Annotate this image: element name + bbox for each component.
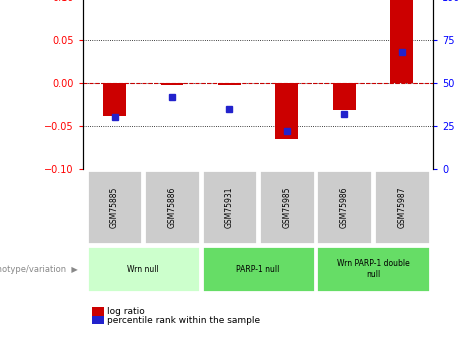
Bar (103, 83, 126, 116)
Text: PARP-1 null: PARP-1 null (236, 265, 280, 274)
FancyBboxPatch shape (374, 170, 430, 244)
Text: log ratio: log ratio (107, 307, 145, 316)
FancyBboxPatch shape (87, 170, 142, 244)
FancyBboxPatch shape (316, 170, 372, 244)
Text: Wrn PARP-1 double
null: Wrn PARP-1 double null (337, 259, 409, 279)
Text: GSM75931: GSM75931 (225, 186, 234, 228)
Bar (160, 83, 183, 85)
Bar (218, 83, 241, 85)
FancyBboxPatch shape (201, 246, 315, 292)
Text: percentile rank within the sample: percentile rank within the sample (107, 316, 260, 325)
Text: GSM75986: GSM75986 (340, 186, 349, 228)
Text: Wrn null: Wrn null (127, 265, 159, 274)
Text: GSM75985: GSM75985 (283, 186, 291, 228)
FancyBboxPatch shape (201, 170, 257, 244)
Text: GSM75987: GSM75987 (397, 186, 406, 228)
Bar (333, 83, 356, 110)
FancyBboxPatch shape (87, 246, 200, 292)
FancyBboxPatch shape (316, 246, 430, 292)
Text: genotype/variation  ▶: genotype/variation ▶ (0, 265, 78, 274)
FancyBboxPatch shape (144, 170, 200, 244)
FancyBboxPatch shape (259, 170, 315, 244)
Bar (390, 0, 413, 83)
Text: GSM75886: GSM75886 (167, 186, 177, 228)
Text: GSM75885: GSM75885 (110, 186, 119, 228)
Bar (275, 83, 298, 139)
